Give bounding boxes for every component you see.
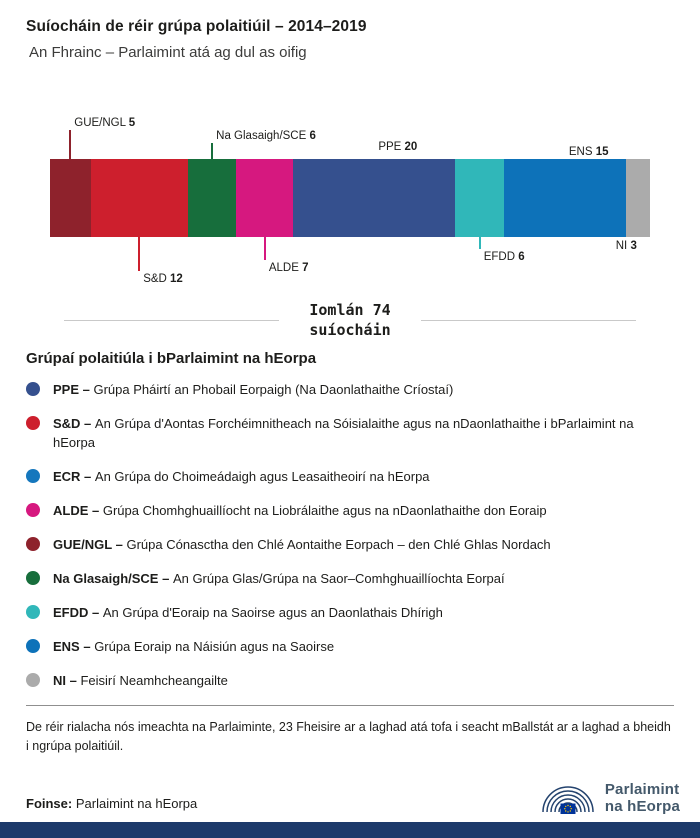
ep-logo-wordmark: Parlaimint na hEorpa xyxy=(605,781,680,816)
bar-label-alde: ALDE 7 xyxy=(269,262,309,275)
bar-label-value: 20 xyxy=(404,141,418,153)
seats-stacked-bar-chart: GUE/NGL 5 S&D 12 Na Glasaigh/SCE 6 ALDE 7 PP… xyxy=(0,105,700,293)
legend-abbr: ECR – xyxy=(53,469,95,484)
bar-label-value: 7 xyxy=(302,262,309,274)
legend-abbr: GUE/NGL – xyxy=(53,537,127,552)
bar-label-line-na-glasaigh-sce xyxy=(211,143,214,159)
bar-label-name: PPE xyxy=(378,141,405,153)
source-line: Foinse: Parlaimint na hEorpa xyxy=(26,796,197,811)
bar-label-gue-ngl: GUE/NGL 5 xyxy=(74,117,135,130)
legend-heading: Grúpaí polaitiúla i bParlaimint na hEorp… xyxy=(26,350,317,367)
ep-logo: Parlaimint na hEorpa xyxy=(540,780,680,816)
legend-dot-ecr xyxy=(26,469,40,483)
legend-dot-ni xyxy=(26,673,40,687)
bar-segment-alde xyxy=(236,159,294,237)
legend-item-s-d: S&D – An Grúpa d'Aontas Forchéimnitheach… xyxy=(26,414,674,452)
legend-item-ens: ENS – Grúpa Eoraip na Náisiún agus na Sa… xyxy=(26,637,674,656)
ep-hemicycle-icon xyxy=(542,786,594,814)
source-text: Parlaimint na hEorpa xyxy=(75,796,198,811)
legend-abbr: EFDD – xyxy=(53,605,103,620)
bar-segment-ens xyxy=(504,159,626,237)
bar-label-ens: ENS 15 xyxy=(569,146,609,159)
legend-item-efdd: EFDD – An Grúpa d'Eoraip na Saoirse agus… xyxy=(26,603,674,622)
bar-label-value: 12 xyxy=(170,273,183,285)
legend-abbr: PPE – xyxy=(53,382,94,397)
legend-desc: An Grúpa Glas/Grúpa na Saor–Comhghuaillí… xyxy=(172,571,505,586)
bar-label-line-gue-ngl xyxy=(69,130,72,159)
legend-desc: An Grúpa do Choimeádaigh agus Leasaitheo… xyxy=(94,469,430,484)
total-seats-line1: Iomlán 74 xyxy=(309,301,391,319)
bar-label-name: NI xyxy=(615,240,631,252)
legend-abbr: ENS – xyxy=(53,639,95,654)
legend-desc: Grúpa Pháirtí an Phobail Eorpaigh (Na Da… xyxy=(93,382,454,397)
bar-label-line-efdd xyxy=(478,237,481,249)
bar-segment-na-glasaigh-sce xyxy=(187,159,237,237)
legend-desc: An Grúpa d'Aontas Forchéimnitheach na Só… xyxy=(53,416,634,450)
legend-desc: Grúpa Chomhghuaillíocht na Liobrálaithe … xyxy=(102,503,547,518)
legend-dot-gue-ngl xyxy=(26,537,40,551)
bar-segment-ppe xyxy=(293,159,456,237)
legend-desc: An Grúpa d'Eoraip na Saoirse agus an Dao… xyxy=(102,605,443,620)
legend-dot-ppe xyxy=(26,382,40,396)
bar-label-name: ALDE xyxy=(268,262,303,274)
legend-dot-ens xyxy=(26,639,40,653)
bar-label-name: S&D xyxy=(143,273,171,285)
total-row: Iomlán 74 suíocháin xyxy=(64,301,636,340)
bar-label-name: EFDD xyxy=(483,251,519,263)
legend-item-na-glasaigh-sce: Na Glasaigh/SCE – An Grúpa Glas/Grúpa na… xyxy=(26,569,674,588)
legend-abbr: S&D – xyxy=(53,416,95,431)
legend-list: PPE – Grúpa Pháirtí an Phobail Eorpaigh … xyxy=(26,380,674,690)
legend-dot-alde xyxy=(26,503,40,517)
bar-label-line-alde xyxy=(263,237,266,260)
bar-label-value: 5 xyxy=(128,117,136,129)
bar-label-ni: NI 3 xyxy=(616,240,637,253)
legend-item-gue-ngl: GUE/NGL – Grúpa Cónasctha den Chlé Aonta… xyxy=(26,535,674,554)
legend-abbr: NI – xyxy=(53,673,81,688)
ep-logo-line1: Parlaimint xyxy=(604,780,680,798)
legend-abbr: Na Glasaigh/SCE – xyxy=(53,571,173,586)
page-title: Suíocháin de réir grúpa polaitiúil – 201… xyxy=(26,18,367,35)
legend-dot-efdd xyxy=(26,605,40,619)
legend-item-ni: NI – Feisirí Neamhcheangailte xyxy=(26,671,674,690)
page-subtitle: An Fhrainc – Parlaimint atá ag dul as oi… xyxy=(29,44,307,61)
bar-label-line-s-d xyxy=(138,237,141,271)
legend-item-ppe: PPE – Grúpa Pháirtí an Phobail Eorpaigh … xyxy=(26,380,674,399)
bar-label-value: 3 xyxy=(630,240,637,252)
divider-right xyxy=(420,320,636,321)
legend-dot-na-glasaigh-sce xyxy=(26,571,40,585)
footer: Foinse: Parlaimint na hEorpa xyxy=(26,780,680,816)
total-seats-label: Iomlán 74 suíocháin xyxy=(305,301,394,340)
ep-logo-line2: na hEorpa xyxy=(604,798,680,815)
bar-label-name: Na Glasaigh/SCE xyxy=(216,130,310,142)
legend-item-alde: ALDE – Grúpa Chomhghuaillíocht na Liobrá… xyxy=(26,501,674,520)
legend-item-ecr: ECR – An Grúpa do Choimeádaigh agus Leas… xyxy=(26,467,674,486)
legend-abbr: ALDE – xyxy=(53,503,103,518)
bar-label-name: GUE/NGL xyxy=(74,117,129,129)
bar-segment-gue-ngl xyxy=(50,159,91,237)
bottom-bar xyxy=(0,822,700,838)
stacked-bar xyxy=(50,159,650,237)
bar-label-efdd: EFDD 6 xyxy=(484,251,525,264)
bar-label-s-d: S&D 12 xyxy=(143,273,183,286)
divider-left xyxy=(64,320,280,321)
bar-segment-ni xyxy=(625,159,650,237)
bar-label-value: 6 xyxy=(518,251,525,263)
total-seats-line2: suíocháin xyxy=(309,320,391,339)
bar-segment-s-d xyxy=(90,159,188,237)
footnote: De réir rialacha nós imeachta na Parlaim… xyxy=(26,705,674,757)
bar-label-name: ENS xyxy=(568,146,596,158)
eu-flag-icon xyxy=(560,803,576,814)
bar-label-value: 6 xyxy=(309,130,316,142)
bar-segment-efdd xyxy=(455,159,505,237)
legend-dot-s-d xyxy=(26,416,40,430)
legend-desc: Grúpa Eoraip na Náisiún agus na Saoirse xyxy=(94,639,335,654)
source-label: Foinse: xyxy=(26,796,73,811)
bar-label-ppe: PPE 20 xyxy=(378,141,417,154)
legend-desc: Grúpa Cónasctha den Chlé Aontaithe Eorpa… xyxy=(126,537,551,552)
bar-label-value: 15 xyxy=(595,146,609,158)
bar-label-na-glasaigh-sce: Na Glasaigh/SCE 6 xyxy=(216,130,316,143)
legend-desc: Feisirí Neamhcheangailte xyxy=(80,673,228,688)
